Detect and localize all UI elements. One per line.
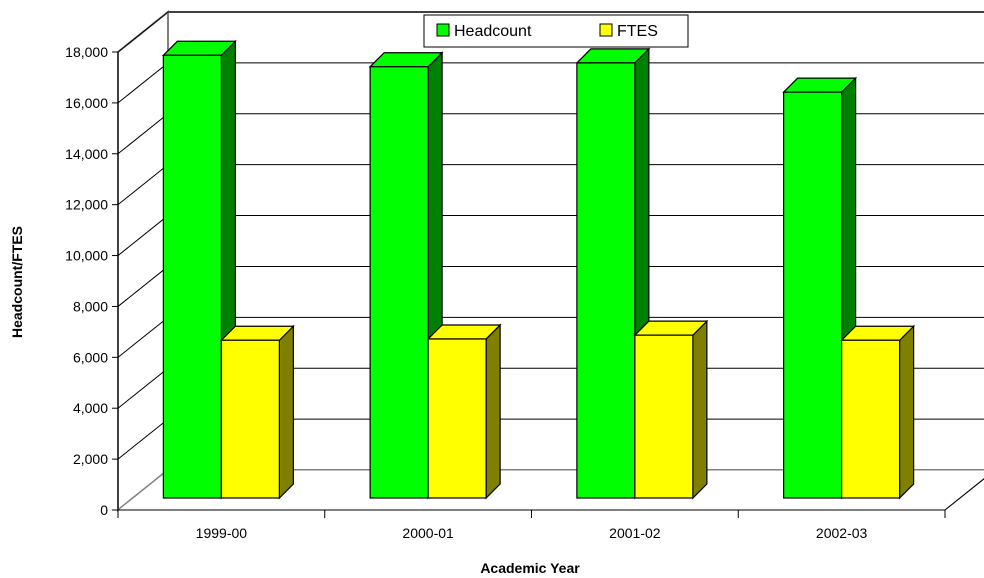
bar-ftes-2002-03 [840,324,916,500]
axes [117,52,984,518]
y-tick-label: 0 [100,502,108,518]
bar-ftes-2001-02-front [634,334,694,499]
y-tick-label: 4,000 [73,400,108,416]
bar-ftes-1999-00-side [278,324,294,500]
x-tick-label: 1999-00 [196,525,248,541]
x-tick-labels: 1999-00 2000-01 2001-02 2002-03 [196,525,868,541]
y-tick-label: 10,000 [65,248,108,264]
bar-headcount-2001-02-front [576,62,636,499]
side-wall [117,9,169,513]
bar-ftes-1999-00 [219,324,295,500]
bar-ftes-2001-02-side [692,319,708,500]
floor-edge [944,478,984,511]
legend-label-ftes: FTES [617,23,658,40]
x-tick-label: 2001-02 [609,525,661,541]
gridline-side [117,164,169,206]
bar-ftes-2000-01-side [485,323,501,500]
gridline-side [117,418,169,460]
gridline-side [117,266,169,307]
legend-box [423,14,689,48]
y-tick-label: 8,000 [73,298,108,314]
y-tick-label: 6,000 [73,349,108,365]
x-tick-label: 2000-01 [402,525,454,541]
gridline-side [117,11,169,53]
bar-ftes-2000-01-front [427,338,487,499]
legend-swatch-ftes [599,23,613,37]
legend-label-headcount: Headcount [454,23,532,40]
y-tick-label: 14,000 [65,146,108,162]
gridline-side [117,113,169,155]
bar-ftes-2001-02 [633,319,709,500]
y-tick-label: 12,000 [65,197,108,213]
x-axis-title: Academic Year [480,560,580,576]
bar-ftes-2002-03-front [841,339,901,499]
gridline-side [117,62,169,104]
y-tick-label: 16,000 [65,95,108,111]
bars [161,39,916,500]
y-tick-label: 2,000 [73,451,108,467]
bar-ftes-1999-00-front [220,339,280,499]
gridline-side [117,316,169,358]
bar-ftes-2000-01 [426,323,502,500]
gridline-side [117,215,169,256]
y-tick-labels: 0 2,000 4,000 6,000 8,000 10,000 12,000 14,000 1… [65,44,108,518]
y-axis-title: Headcount/FTES [9,226,25,338]
y-tick-label: 18,000 [65,44,108,60]
legend-swatch-headcount [436,23,450,37]
bar-headcount-2002-03-front [783,91,843,499]
legend: Headcount FTES [423,14,689,48]
bar-headcount-2000-01-front [369,66,429,499]
x-tick-label: 2002-03 [816,525,868,541]
bar-ftes-2002-03-side [899,324,915,500]
gridline-side [117,367,169,409]
bar-headcount-1999-00-front [162,54,222,499]
